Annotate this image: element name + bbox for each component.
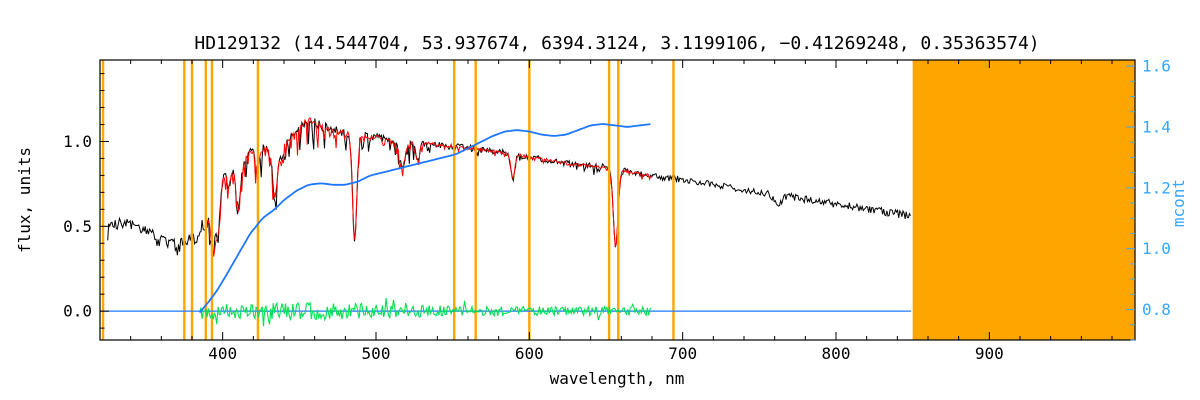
observed-spectrum-line: [107, 118, 911, 257]
x-tick-label: 400: [208, 344, 237, 363]
masked-band: [912, 60, 1135, 340]
y-tick-label-right: 0.8: [1142, 300, 1171, 319]
y-axis-title-left: flux, units: [15, 147, 34, 253]
y-tick-label-right: 1.6: [1142, 57, 1171, 76]
y-tick-label-left: 0.5: [63, 217, 92, 236]
continuum-line: [199, 123, 651, 314]
y-axis-title-right: mcont: [1169, 179, 1188, 227]
residual-line: [199, 297, 652, 327]
x-tick-label: 600: [515, 344, 544, 363]
x-tick-label: 900: [975, 344, 1004, 363]
x-tick-label: 700: [668, 344, 697, 363]
x-axis-title: wavelength, nm: [550, 369, 685, 388]
y-tick-label-left: 0.0: [63, 302, 92, 321]
y-tick-label-right: 1.0: [1142, 239, 1171, 258]
model-fit-line: [206, 117, 652, 257]
y-tick-label-right: 1.4: [1142, 117, 1171, 136]
plot-border: [99, 59, 1136, 341]
y-tick-label-left: 1.0: [63, 132, 92, 151]
y-tick-label-right: 1.2: [1142, 178, 1171, 197]
x-tick-label: 800: [822, 344, 851, 363]
plot-title: HD129132 (14.544704, 53.937674, 6394.312…: [194, 33, 1039, 54]
x-tick-label: 500: [362, 344, 391, 363]
